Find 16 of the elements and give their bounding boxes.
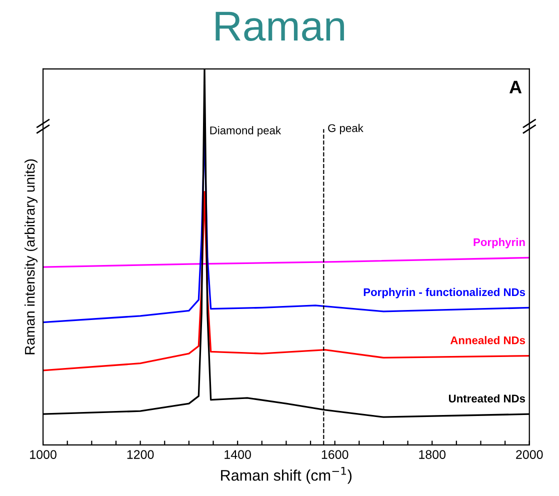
x-axis-title: Raman shift (cm$^{−1}$) <box>221 466 352 484</box>
series-label: Porphyrin <box>474 238 525 248</box>
ref-line-label: G peak <box>328 124 364 134</box>
annotation: A <box>509 80 522 94</box>
x-tick-label: 1000 <box>30 450 56 459</box>
series-label: Porphyrin - functionalized NDs <box>364 288 526 298</box>
y-axis-title: Raman intensity (arbitrary units) <box>24 159 38 354</box>
x-tick-label: 1400 <box>224 450 251 459</box>
x-tick-label: 1800 <box>419 450 446 459</box>
x-tick-label: 2000 <box>516 450 543 459</box>
x-tick-label: 1200 <box>127 450 154 459</box>
chart-title: Raman <box>216 12 344 41</box>
x-tick-label: 1600 <box>322 450 348 459</box>
series-label: Annealed NDs <box>450 336 526 344</box>
series-label: Untreated NDs <box>448 394 526 402</box>
annotation: Diamond peak <box>210 126 282 137</box>
